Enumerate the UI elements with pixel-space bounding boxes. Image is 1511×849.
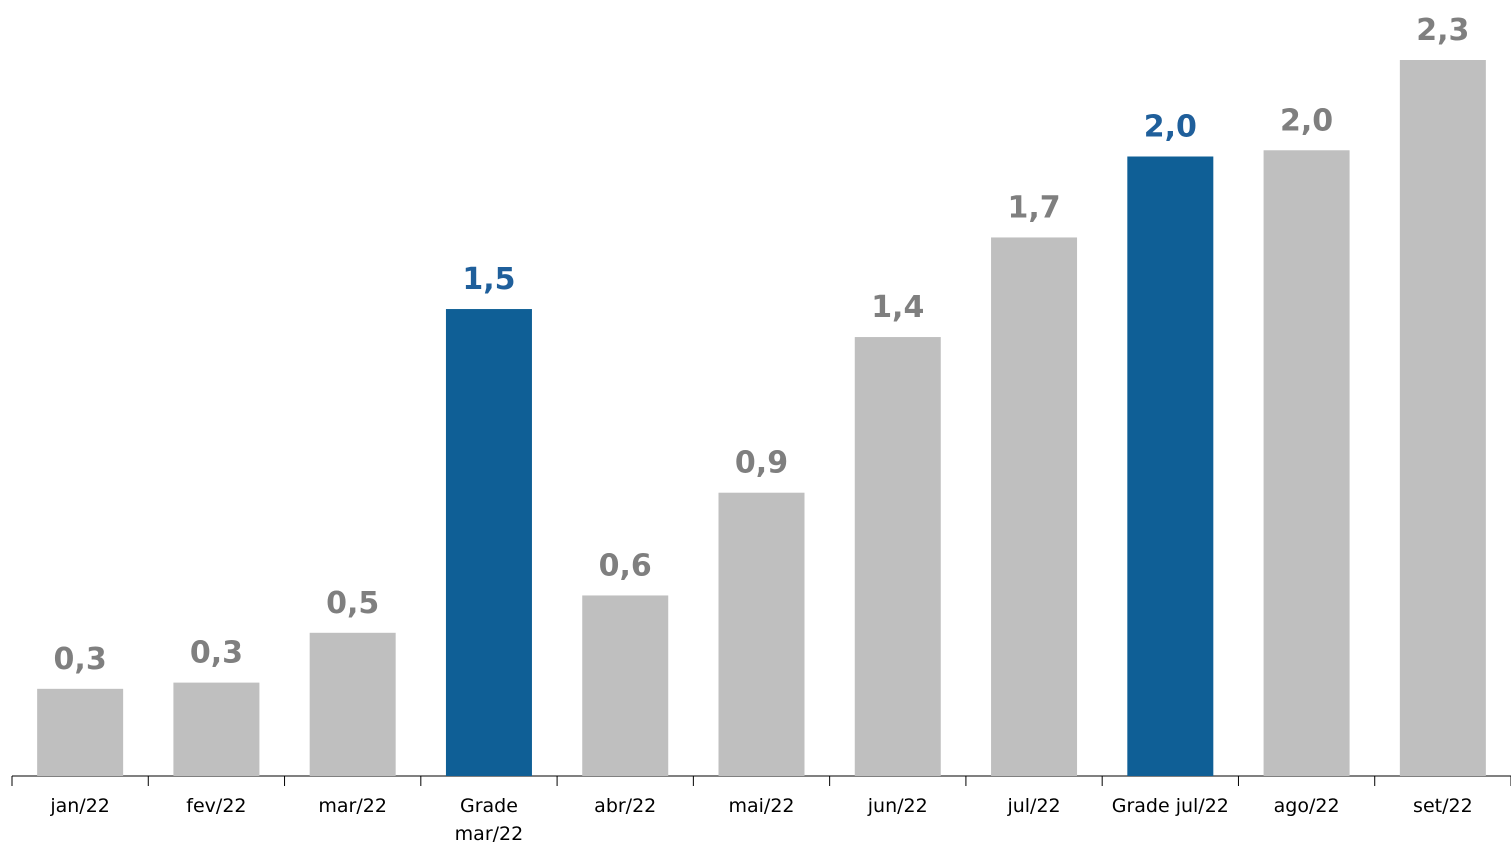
x-tick-label: jul/22 (1007, 795, 1061, 817)
x-tick-label: abr/22 (594, 795, 657, 817)
bar (445, 309, 532, 776)
bar (1399, 60, 1486, 776)
x-tick-label: Grade mar/22 (454, 795, 524, 845)
bar (582, 595, 669, 776)
value-label: 1,7 (1007, 190, 1060, 225)
bar (173, 682, 260, 776)
x-tick-label: mar/22 (318, 795, 387, 817)
x-tick-label: set/22 (1413, 795, 1473, 817)
value-label: 0,3 (54, 642, 107, 677)
bar (309, 632, 396, 776)
value-label: 1,5 (462, 262, 515, 297)
x-tick-label: jan/22 (50, 795, 110, 817)
value-label: 2,0 (1144, 110, 1197, 145)
value-label: 2,0 (1280, 103, 1333, 138)
value-label: 2,3 (1416, 13, 1469, 48)
x-tick-label: ago/22 (1273, 795, 1340, 817)
x-tick-label: jun/22 (867, 795, 928, 817)
value-label: 0,5 (326, 586, 379, 621)
bar (1263, 150, 1350, 776)
x-tick-label: fev/22 (186, 795, 247, 817)
value-label: 0,6 (599, 548, 652, 583)
x-tick-label: Grade jul/22 (1111, 795, 1229, 817)
bar (37, 688, 124, 776)
bar (854, 337, 941, 776)
value-label: 0,9 (735, 446, 788, 481)
bar (1127, 156, 1214, 777)
value-label: 1,4 (871, 290, 924, 325)
value-label: 0,3 (190, 636, 243, 671)
bar (991, 237, 1078, 776)
bar (718, 492, 805, 776)
x-tick-label: mai/22 (728, 795, 795, 817)
